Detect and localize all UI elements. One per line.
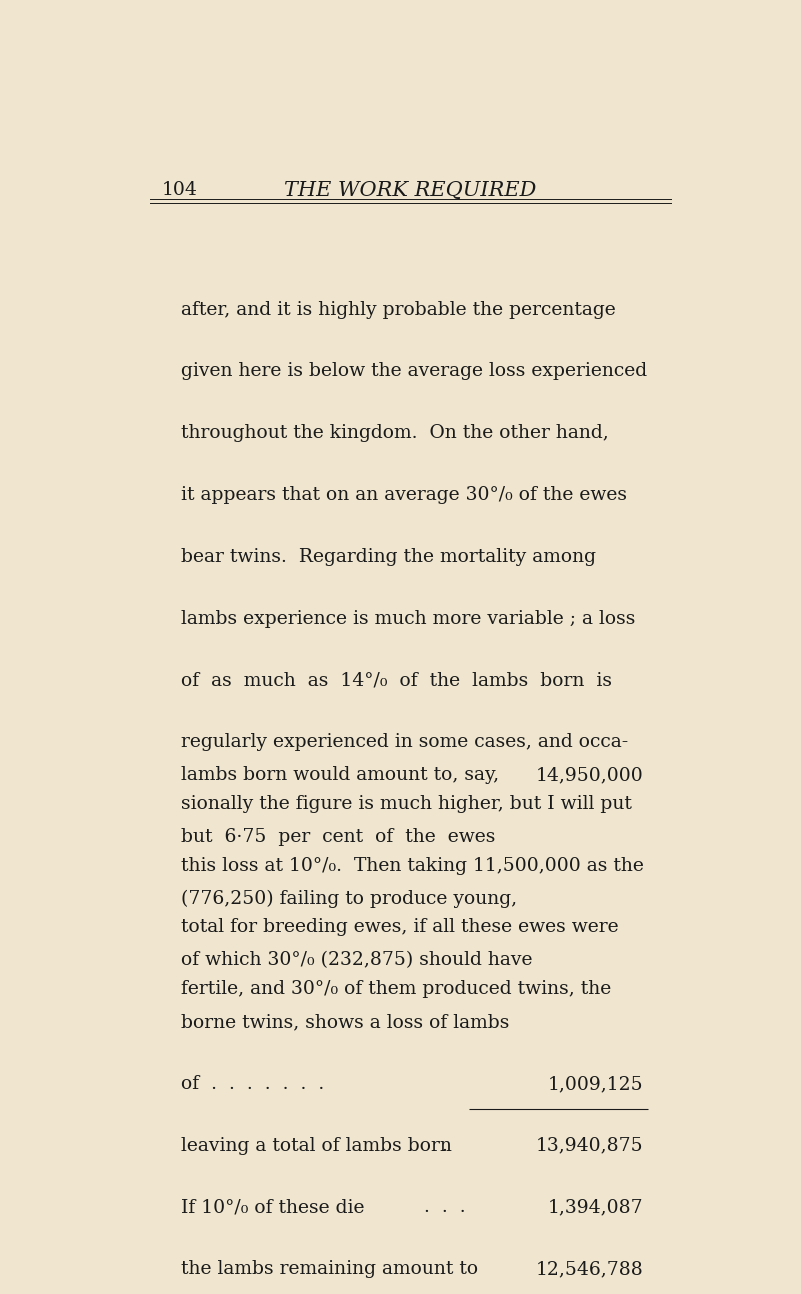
Text: fertile, and 30°/₀ of them produced twins, the: fertile, and 30°/₀ of them produced twin… xyxy=(181,981,611,998)
Text: If 10°/₀ of these die: If 10°/₀ of these die xyxy=(181,1198,364,1216)
Text: given here is below the average loss experienced: given here is below the average loss exp… xyxy=(181,362,647,380)
Text: 1,394,087: 1,394,087 xyxy=(548,1198,643,1216)
Text: 104: 104 xyxy=(162,181,198,199)
Text: 14,950,000: 14,950,000 xyxy=(536,766,643,784)
Text: throughout the kingdom.  On the other hand,: throughout the kingdom. On the other han… xyxy=(181,424,609,443)
Text: leaving a total of lambs born: leaving a total of lambs born xyxy=(181,1136,452,1154)
Text: borne twins, shows a loss of lambs: borne twins, shows a loss of lambs xyxy=(181,1013,509,1031)
Text: this loss at 10°/₀.  Then taking 11,500,000 as the: this loss at 10°/₀. Then taking 11,500,0… xyxy=(181,857,644,875)
Text: .  .  .: . . . xyxy=(424,1198,465,1216)
Text: .: . xyxy=(441,1136,448,1154)
Text: it appears that on an average 30°/₀ of the ewes: it appears that on an average 30°/₀ of t… xyxy=(181,487,627,505)
Text: total for breeding ewes, if all these ewes were: total for breeding ewes, if all these ew… xyxy=(181,919,618,937)
Text: but  6·75  per  cent  of  the  ewes: but 6·75 per cent of the ewes xyxy=(181,828,495,846)
Text: THE WORK REQUIRED: THE WORK REQUIRED xyxy=(284,181,537,199)
Text: 13,940,875: 13,940,875 xyxy=(536,1136,643,1154)
Text: 12,546,788: 12,546,788 xyxy=(536,1260,643,1278)
Text: sionally the figure is much higher, but I will put: sionally the figure is much higher, but … xyxy=(181,795,632,813)
Text: of  as  much  as  14°/₀  of  the  lambs  born  is: of as much as 14°/₀ of the lambs born is xyxy=(181,672,612,690)
Text: bear twins.  Regarding the mortality among: bear twins. Regarding the mortality amon… xyxy=(181,547,596,565)
Text: the lambs remaining amount to: the lambs remaining amount to xyxy=(181,1260,478,1278)
Text: lambs born would amount to, say,: lambs born would amount to, say, xyxy=(181,766,499,784)
Text: regularly experienced in some cases, and occa-: regularly experienced in some cases, and… xyxy=(181,734,628,751)
Text: of which 30°/₀ (232,875) should have: of which 30°/₀ (232,875) should have xyxy=(181,951,533,969)
Text: lambs experience is much more variable ; a loss: lambs experience is much more variable ;… xyxy=(181,609,635,628)
Text: 1,009,125: 1,009,125 xyxy=(548,1075,643,1093)
Text: of  .  .  .  .  .  .  .: of . . . . . . . xyxy=(181,1075,324,1093)
Text: after, and it is highly probable the percentage: after, and it is highly probable the per… xyxy=(181,300,616,318)
Text: (776,250) failing to produce young,: (776,250) failing to produce young, xyxy=(181,889,517,907)
